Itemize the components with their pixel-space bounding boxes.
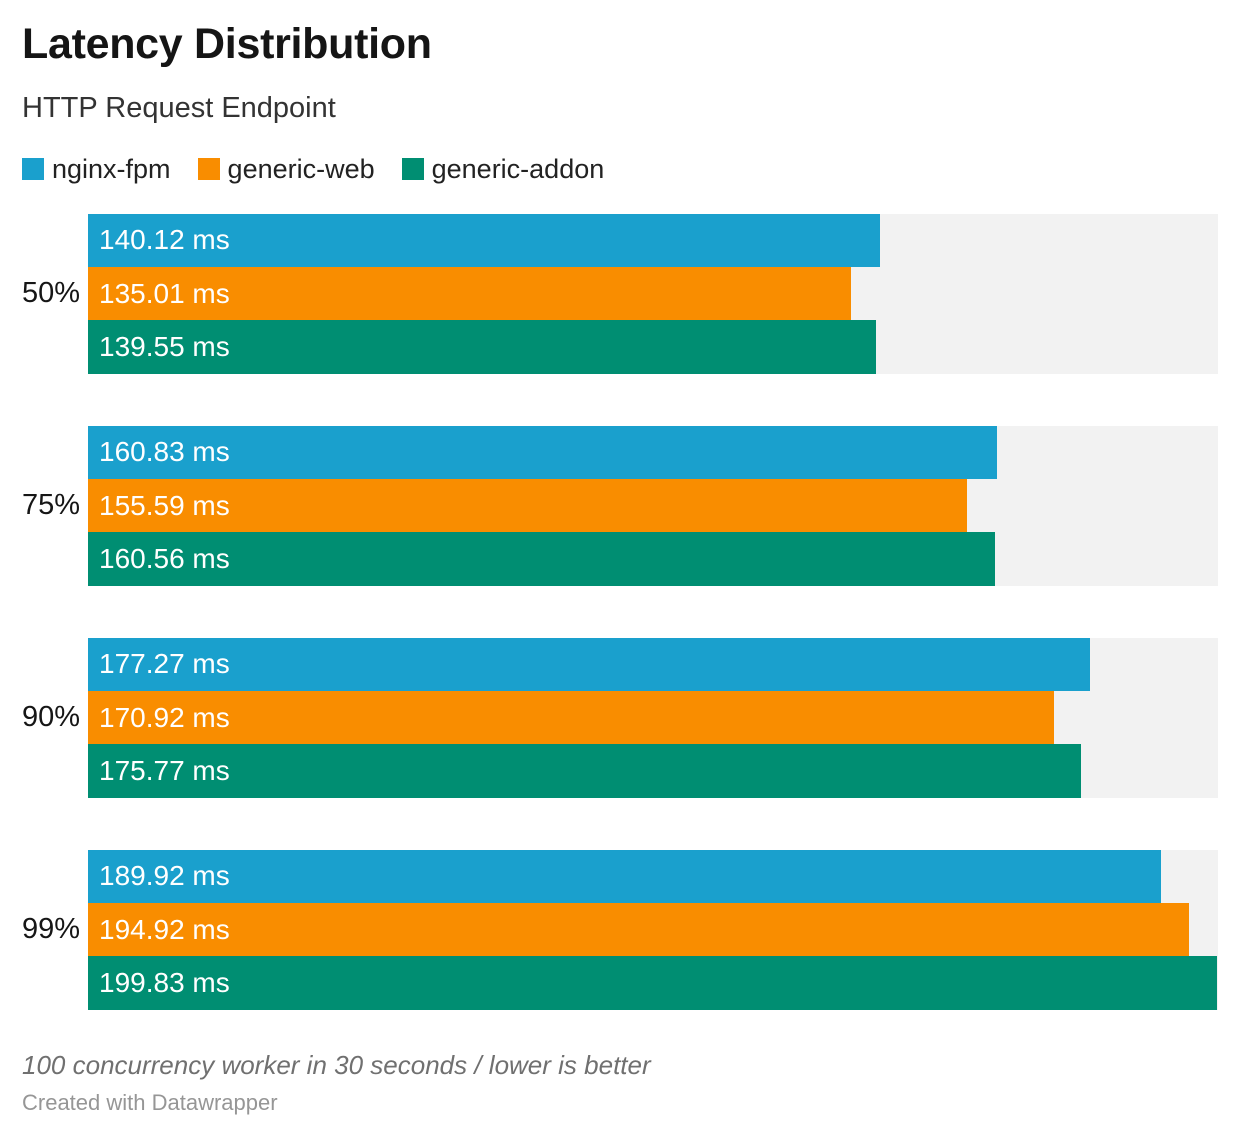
- category-label: 99%: [22, 913, 81, 946]
- bar-row: 139.55 ms: [88, 320, 1218, 374]
- legend: nginx-fpm generic-web generic-addon: [22, 153, 1218, 184]
- bar-row: 140.12 ms: [88, 213, 1218, 268]
- bar-track-group: 177.27 ms 170.92 ms 175.77 ms: [88, 637, 1218, 798]
- bar-value-label: 135.01 ms: [99, 277, 230, 309]
- bar-row: 170.92 ms: [88, 691, 1218, 745]
- category-label: 75%: [22, 489, 81, 522]
- bar-value-label: 160.83 ms: [99, 436, 230, 468]
- bar-nginx-fpm: 177.27 ms: [88, 637, 1090, 692]
- bar-value-label: 175.77 ms: [99, 755, 230, 787]
- bar-value-label: 160.56 ms: [99, 543, 230, 575]
- category-label: 50%: [22, 277, 81, 310]
- legend-swatch-icon: [401, 158, 424, 181]
- bar-row: 155.59 ms: [88, 479, 1218, 533]
- bar-track-group: 189.92 ms 194.92 ms 199.83 ms: [88, 849, 1218, 1010]
- bar-value-label: 170.92 ms: [99, 701, 230, 733]
- chart-footnote: 100 concurrency worker in 30 seconds / l…: [22, 1049, 651, 1080]
- bar-chart: 50% 140.12 ms 135.01 ms 139.55 ms 75% 160.83 …: [22, 213, 1218, 1010]
- legend-label: generic-addon: [431, 153, 605, 184]
- bar-value-label: 189.92 ms: [99, 860, 230, 892]
- category-label: 90%: [22, 701, 81, 734]
- bar-group-90%: 90% 177.27 ms 170.92 ms 175.77 ms: [22, 637, 1218, 798]
- chart-subtitle: HTTP Request Endpoint: [22, 92, 336, 125]
- legend-swatch-icon: [22, 158, 44, 181]
- legend-label: nginx-fpm: [52, 153, 171, 184]
- legend-swatch-icon: [197, 158, 220, 181]
- bar-generic-web: 135.01 ms: [88, 267, 851, 321]
- legend-item-nginx-fpm: nginx-fpm: [22, 153, 171, 184]
- bar-value-label: 139.55 ms: [99, 331, 230, 363]
- bar-row: 160.56 ms: [88, 532, 1218, 586]
- bar-track-group: 160.83 ms 155.59 ms 160.56 ms: [88, 425, 1218, 586]
- bar-generic-addon: 160.56 ms: [88, 532, 996, 586]
- chart-title: Latency Distribution: [22, 20, 432, 68]
- datawrapper-attribution: Created with Datawrapper: [22, 1089, 278, 1115]
- legend-label: generic-web: [227, 153, 375, 184]
- bar-generic-web: 155.59 ms: [88, 479, 968, 533]
- bar-row: 177.27 ms: [88, 637, 1218, 692]
- bar-row: 160.83 ms: [88, 425, 1218, 480]
- legend-item-generic-addon: generic-addon: [401, 153, 605, 184]
- bar-group-50%: 50% 140.12 ms 135.01 ms 139.55 ms: [22, 213, 1218, 374]
- bar-track-group: 140.12 ms 135.01 ms 139.55 ms: [88, 213, 1218, 374]
- bar-generic-web: 170.92 ms: [88, 691, 1054, 745]
- bar-row: 189.92 ms: [88, 849, 1218, 904]
- legend-item-generic-web: generic-web: [197, 153, 375, 184]
- bar-value-label: 194.92 ms: [99, 913, 230, 945]
- bar-generic-web: 194.92 ms: [88, 903, 1190, 957]
- bar-value-label: 140.12 ms: [99, 224, 230, 256]
- bar-generic-addon: 175.77 ms: [88, 744, 1082, 798]
- bar-nginx-fpm: 140.12 ms: [88, 213, 880, 268]
- bar-group-99%: 99% 189.92 ms 194.92 ms 199.83 ms: [22, 849, 1218, 1010]
- bar-group-75%: 75% 160.83 ms 155.59 ms 160.56 ms: [22, 425, 1218, 586]
- bar-generic-addon: 199.83 ms: [88, 956, 1218, 1010]
- bar-value-label: 177.27 ms: [99, 648, 230, 680]
- bar-nginx-fpm: 160.83 ms: [88, 425, 997, 480]
- bar-value-label: 155.59 ms: [99, 489, 230, 521]
- bar-row: 194.92 ms: [88, 903, 1218, 957]
- bar-value-label: 199.83 ms: [99, 967, 230, 999]
- bar-row: 135.01 ms: [88, 267, 1218, 321]
- bar-row: 199.83 ms: [88, 956, 1218, 1010]
- bar-row: 175.77 ms: [88, 744, 1218, 798]
- bar-generic-addon: 139.55 ms: [88, 320, 877, 374]
- bar-nginx-fpm: 189.92 ms: [88, 849, 1162, 904]
